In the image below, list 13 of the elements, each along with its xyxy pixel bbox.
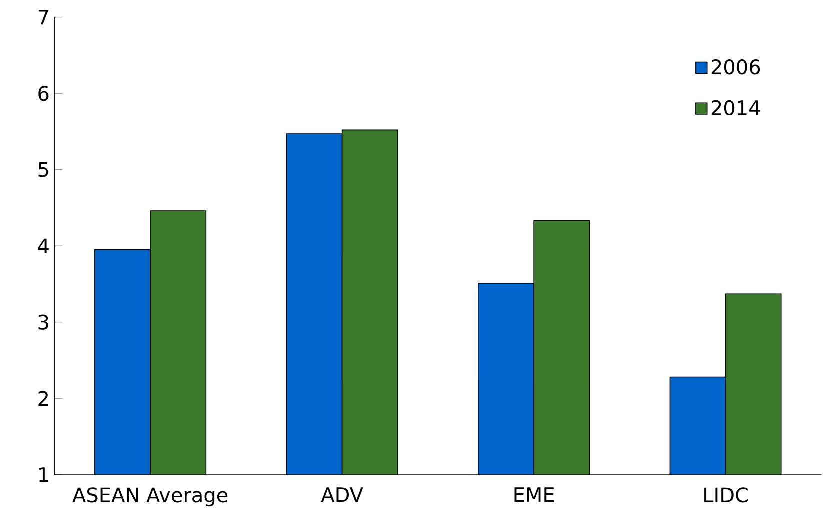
x-tick-label: ASEAN Average [72, 488, 228, 507]
legend-label: 2014 [712, 100, 760, 116]
y-tick-label: 6 [38, 86, 49, 102]
x-tick-label: ADV [321, 488, 364, 502]
y-tick-label: 4 [38, 239, 49, 254]
y-tick-label: 2 [38, 391, 48, 406]
x-tick-label: LIDC [704, 488, 748, 503]
y-tick-label: 7 [38, 10, 48, 25]
legend-label: 2006 [712, 60, 760, 75]
y-tick-label: 5 [38, 162, 48, 178]
x-tick-label: EME [514, 488, 554, 502]
y-tick-label: 1 [39, 468, 48, 482]
y-tick-label: 3 [38, 315, 48, 330]
